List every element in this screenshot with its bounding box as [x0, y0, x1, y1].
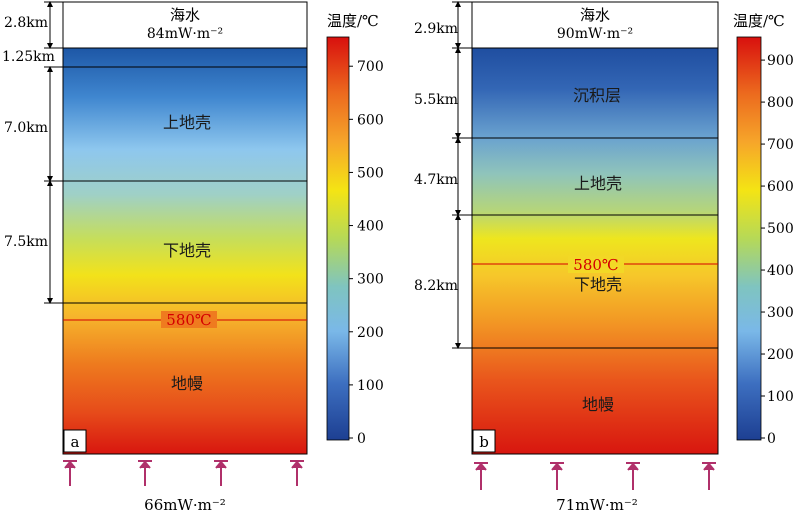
panel-b-colorbar-tick-label: 800 [767, 95, 794, 111]
panel-b-layer-lower-crust: 下地壳 [574, 275, 622, 294]
panel-a-colorbar-tick-label: 0 [357, 431, 366, 447]
panel-a-isotherm-label: 580℃ [166, 311, 211, 329]
panel-a-layer-upper-crust: 上地壳 [163, 113, 211, 132]
panel-b-label-box [472, 429, 496, 453]
panel-a-colorbar-tick-label: 100 [357, 378, 384, 394]
panel-b-colorbar-tick-label: 100 [767, 389, 794, 405]
panel-b-heatflow-arrows [474, 462, 716, 490]
panel-b-colorbar-tick-label: 400 [767, 263, 794, 279]
panel-b-cross-section [471, 47, 719, 455]
panel-b-isotherm-label: 580℃ [573, 256, 618, 274]
panel-b-thickness-4: 8.2km [414, 278, 458, 294]
panel-b-colorbar-title: 温度/℃ [733, 12, 785, 30]
panel-b-colorbar-tick-label: 900 [767, 53, 794, 69]
panel-a-seawater-box [62, 1, 308, 49]
panel-a-heatflow-arrows [63, 460, 304, 486]
panel-b-layer-sediment: 沉积层 [573, 86, 621, 105]
panel-a: 海水 84mW·m⁻² 上地壳 下地壳 580℃ 地幔 a 2.8km 1.25… [2, 0, 384, 514]
panel-b-thickness-3: 4.7km [414, 172, 458, 188]
panel-a-dimension-arrows [44, 0, 63, 304]
panel-b-isotherm-label-bg [568, 256, 624, 273]
panel-a-colorbar-tick-label: 300 [357, 272, 384, 288]
panel-b-thickness-1: 2.9km [414, 21, 458, 37]
panel-b-seawater-label: 海水 [580, 6, 610, 24]
panel-a-label: a [71, 433, 80, 451]
panel-b-colorbar-tick-label: 600 [767, 179, 794, 195]
panel-a-seawater-label: 海水 [170, 6, 200, 24]
panel-a-colorbar-tick-label: 700 [357, 59, 384, 75]
panel-a-seawater-flux: 84mW·m⁻² [147, 26, 223, 42]
panel-b-thickness-2: 5.5km [414, 92, 458, 108]
panel-b-colorbar-tick-label: 300 [767, 305, 794, 321]
panel-a-label-box [63, 429, 87, 453]
panel-b-bottom-flux: 71mW·m⁻² [556, 496, 638, 514]
panel-b-colorbar-tick-label: 0 [767, 431, 776, 447]
panel-a-thickness-3: 7.0km [4, 120, 48, 136]
panel-a-colorbar-ticks: 0 100 200 300 400 500 600 700 [349, 59, 384, 447]
panel-b: 海水 90mW·m⁻² 沉积层 上地壳 580℃ 下地壳 地幔 b 2.9km … [414, 0, 794, 514]
panel-b-colorbar-ticks: 0 100 200 300 400 500 600 700 800 900 [761, 53, 794, 447]
panel-b-colorbar [736, 36, 762, 441]
panel-a-layer-lower-crust: 下地壳 [163, 241, 211, 260]
panel-b-colorbar-tick-label: 700 [767, 137, 794, 153]
panel-b-colorbar-tick-label: 200 [767, 347, 794, 363]
panel-a-colorbar-title: 温度/℃ [327, 12, 379, 30]
panel-a-thickness-4: 7.5km [4, 234, 48, 250]
panel-a-colorbar-tick-label: 600 [357, 112, 384, 128]
panel-b-seawater-flux: 90mW·m⁻² [557, 26, 633, 42]
panel-b-layer-mantle: 地幔 [582, 395, 614, 414]
panel-a-colorbar-tick-label: 200 [357, 325, 384, 341]
panel-b-layer-upper-crust: 上地壳 [574, 174, 622, 193]
panel-a-thickness-2: 1.25km [2, 49, 55, 65]
panel-a-colorbar-tick-label: 400 [357, 219, 384, 235]
panel-b-label: b [479, 433, 489, 451]
panel-a-colorbar-tick-label: 500 [357, 165, 384, 181]
panel-a-colorbar [326, 36, 350, 441]
panel-a-cross-section [62, 47, 308, 455]
panel-a-thickness-1: 2.8km [4, 15, 48, 31]
panel-b-dimension-arrows [452, 0, 472, 349]
panel-a-isotherm-label-bg [161, 311, 217, 328]
panel-a-layer-mantle: 地幔 [171, 374, 203, 393]
panel-a-bottom-flux: 66mW·m⁻² [144, 496, 226, 514]
panel-b-seawater-box [471, 1, 719, 49]
panel-b-colorbar-tick-label: 500 [767, 221, 794, 237]
